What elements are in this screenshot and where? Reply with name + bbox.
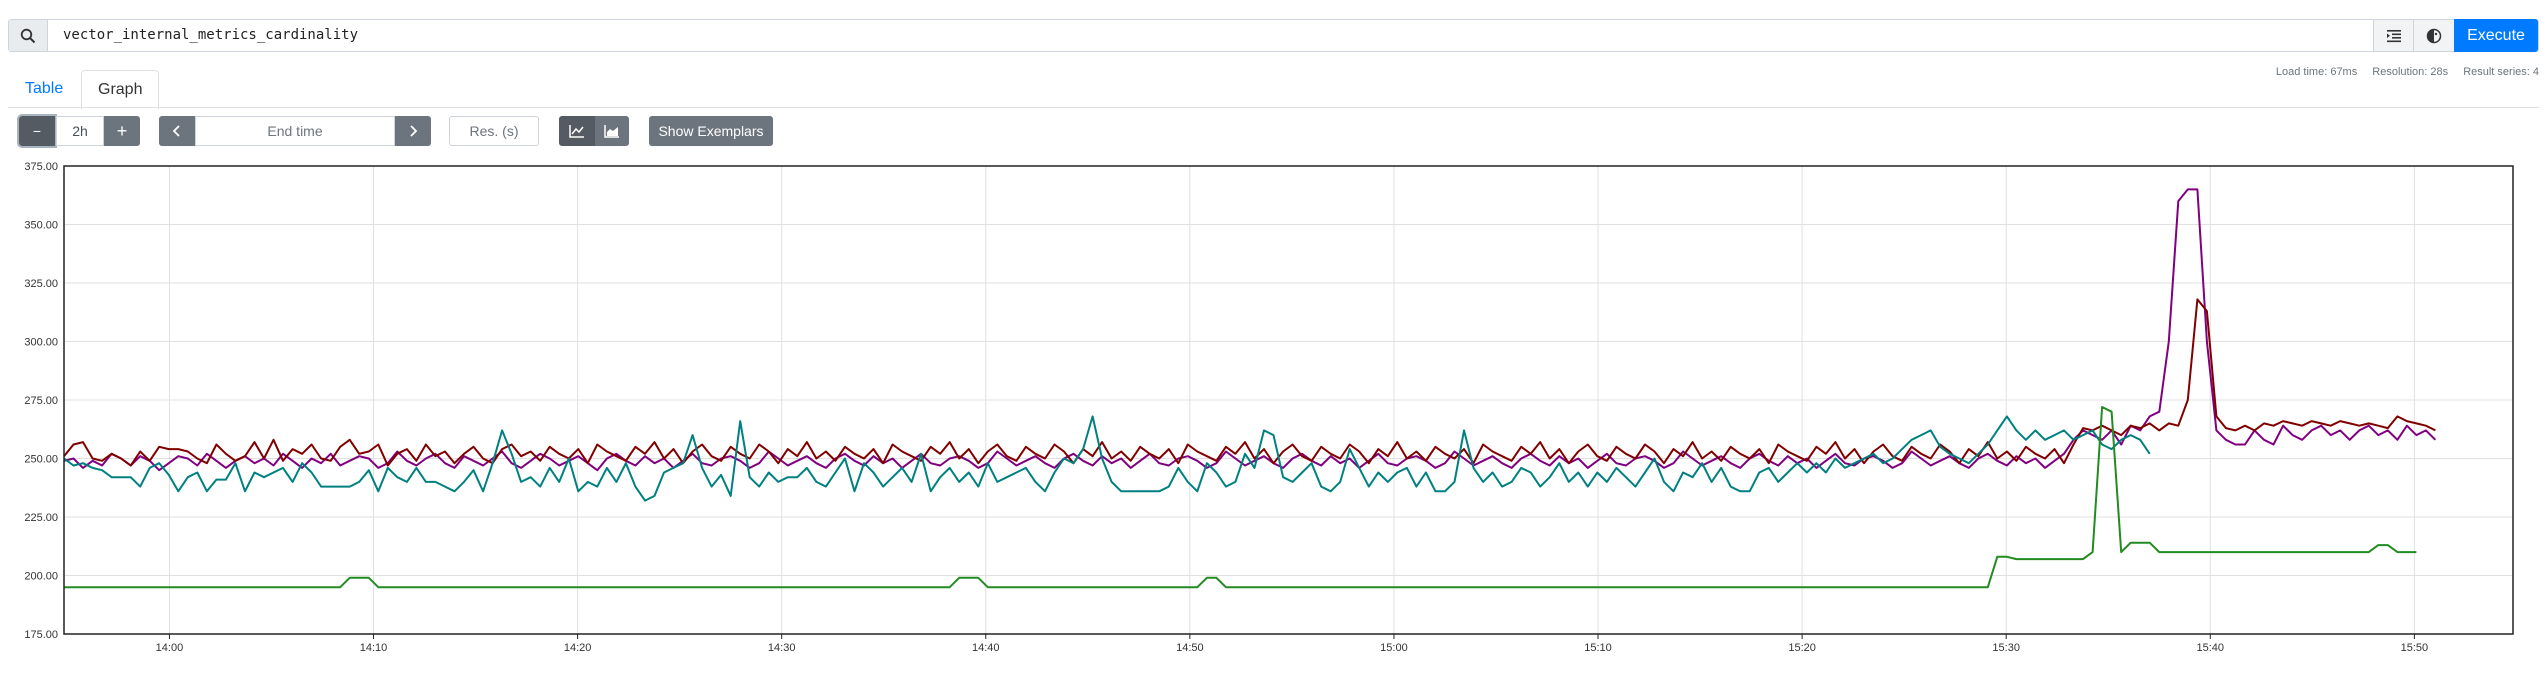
series-lines <box>63 188 2437 589</box>
stacked-chart-icon <box>604 125 619 138</box>
load-time: Load time: 67ms <box>2275 66 2358 78</box>
y-tick-label: 250.00 <box>24 454 58 466</box>
x-tick-label: 15:40 <box>2197 642 2225 654</box>
x-tick-label: 15:20 <box>1788 642 1816 654</box>
x-tick-label: 15:30 <box>1992 642 2020 654</box>
x-tick-label: 14:00 <box>156 642 184 654</box>
y-tick-label: 275.00 <box>24 395 58 407</box>
y-tick-label: 325.00 <box>24 278 58 290</box>
x-tick-label: 14:10 <box>360 642 388 654</box>
query-input[interactable]: vector_internal_metrics_cardinality <box>63 27 359 43</box>
series-line-3[interactable] <box>63 415 2151 502</box>
range-increase-button[interactable]: + <box>104 116 140 146</box>
theme-icon <box>2426 28 2442 43</box>
x-tick-label: 14:40 <box>972 642 1000 654</box>
chevron-right-icon <box>410 125 418 137</box>
search-icon <box>20 28 36 43</box>
range-input[interactable]: 2h <box>56 116 104 146</box>
format-button[interactable] <box>2373 20 2414 51</box>
query-bar: vector_internal_metrics_cardinality Exec… <box>8 19 2539 52</box>
end-time-input[interactable]: End time <box>195 116 395 146</box>
series-line-4[interactable] <box>64 406 2417 589</box>
x-tick-label: 15:50 <box>2401 642 2429 654</box>
x-tick-label: 14:30 <box>768 642 796 654</box>
show-exemplars-button[interactable]: Show Exemplars <box>649 116 773 146</box>
series-line-1[interactable] <box>63 188 2437 472</box>
theme-button[interactable] <box>2413 20 2454 51</box>
y-tick-label: 375.00 <box>24 161 58 173</box>
x-tick-label: 14:50 <box>1176 642 1204 654</box>
y-tick-label: 175.00 <box>24 629 58 641</box>
execute-button[interactable]: Execute <box>2454 19 2538 52</box>
plot-frame <box>63 165 2514 635</box>
format-icon <box>2387 29 2401 42</box>
search-button[interactable] <box>9 20 48 51</box>
x-tick-label: 14:20 <box>564 642 592 654</box>
y-axis-labels: 375.00 350.00 325.00 300.00 275.00 250.00 225.… <box>24 161 58 641</box>
time-series-chart[interactable]: 375.00 350.00 325.00 300.00 275.00 250.00 225.… <box>0 156 2547 676</box>
lines-mode-button[interactable] <box>559 116 595 146</box>
y-tick-label: 200.00 <box>24 571 58 583</box>
y-tick-label: 300.00 <box>24 337 58 349</box>
query-stats: Load time: 67ms Resolution: 28s Result s… <box>2264 66 2539 78</box>
series-line-2[interactable] <box>63 298 2436 467</box>
graph-panel: 375.00 350.00 325.00 300.00 275.00 250.00 225.… <box>0 156 2547 676</box>
y-tick-label: 225.00 <box>24 512 58 524</box>
end-time-back-button[interactable] <box>159 116 195 146</box>
chart-grid <box>64 165 2513 639</box>
line-chart-icon <box>569 125 584 138</box>
x-tick-label: 15:00 <box>1380 642 1408 654</box>
range-decrease-button[interactable]: − <box>17 114 57 148</box>
x-axis-labels: 14:00 14:10 14:20 14:30 14:40 14:50 15:00 15:10… <box>156 642 2428 654</box>
x-tick-label: 15:10 <box>1584 642 1612 654</box>
tab-graph[interactable]: Graph <box>81 70 160 110</box>
resolution-input[interactable]: Res. (s) <box>449 116 539 146</box>
resolution-stat: Resolution: 28s <box>2372 66 2449 78</box>
chevron-left-icon <box>172 125 180 137</box>
result-series: Result series: 4 <box>2463 66 2539 78</box>
y-tick-label: 350.00 <box>24 220 58 232</box>
tab-table[interactable]: Table <box>25 80 64 97</box>
stacked-mode-button[interactable] <box>595 116 629 146</box>
tab-divider <box>8 107 2539 108</box>
end-time-forward-button[interactable] <box>395 116 431 146</box>
